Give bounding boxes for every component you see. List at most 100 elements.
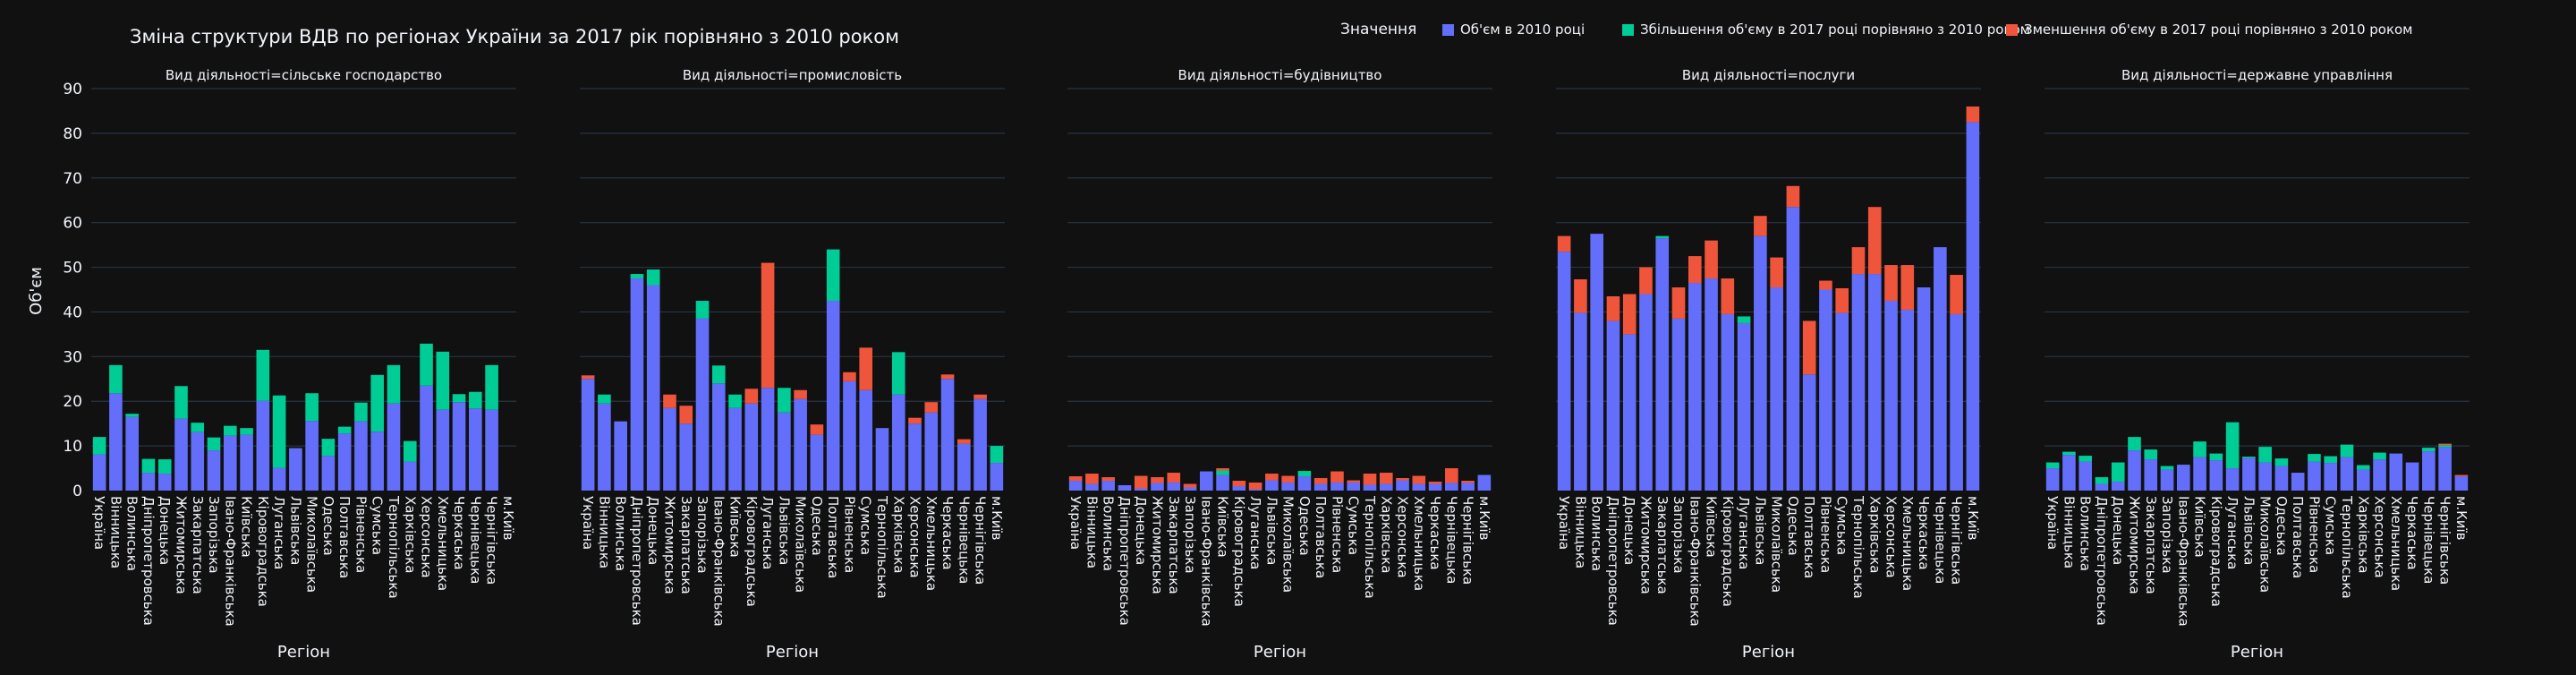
bar-base[interactable] — [1671, 318, 1686, 491]
bar-decrease[interactable] — [1639, 267, 1653, 295]
bar-increase[interactable] — [2193, 441, 2206, 457]
bar-base[interactable] — [305, 421, 319, 491]
legend-item[interactable]: Збільшення об'єму в 2017 році порівняно … — [1622, 21, 2030, 38]
bar-decrease[interactable] — [1819, 280, 1832, 290]
bar-decrease[interactable] — [1671, 287, 1686, 319]
bar-base[interactable] — [2422, 451, 2436, 491]
bar-base[interactable] — [2340, 457, 2354, 491]
bar-increase[interactable] — [2111, 462, 2125, 483]
bar-base[interactable] — [2176, 465, 2190, 491]
bar-base[interactable] — [1331, 483, 1344, 491]
bar-base[interactable] — [2405, 462, 2419, 491]
bar-base[interactable] — [990, 463, 1004, 491]
bar-increase[interactable] — [2225, 422, 2240, 469]
bar-decrease[interactable] — [1622, 294, 1637, 335]
bar-base[interactable] — [1461, 483, 1475, 491]
bar-increase[interactable] — [2128, 437, 2141, 451]
bar-increase[interactable] — [2274, 458, 2289, 466]
bar-base[interactable] — [1721, 313, 1735, 491]
bar-decrease[interactable] — [1557, 235, 1571, 252]
bar-decrease[interactable] — [1851, 247, 1866, 275]
bar-base[interactable] — [1884, 300, 1898, 491]
bar-base[interactable] — [1934, 247, 1947, 491]
bar-increase[interactable] — [2422, 448, 2436, 452]
bar-increase[interactable] — [92, 437, 106, 455]
bar-increase[interactable] — [2373, 452, 2386, 460]
bar-increase[interactable] — [321, 439, 336, 457]
bar-base[interactable] — [2062, 455, 2076, 491]
bar-decrease[interactable] — [1867, 207, 1882, 275]
bar-base[interactable] — [2308, 461, 2321, 491]
bar-increase[interactable] — [2340, 444, 2354, 457]
bar-decrease[interactable] — [843, 372, 856, 381]
bar-base[interactable] — [1265, 480, 1279, 491]
bar-base[interactable] — [614, 421, 627, 491]
bar-increase[interactable] — [2160, 466, 2174, 470]
bar-decrease[interactable] — [1802, 320, 1816, 375]
bar-decrease[interactable] — [581, 375, 595, 380]
bar-increase[interactable] — [469, 391, 482, 409]
bar-decrease[interactable] — [859, 347, 873, 390]
bar-decrease[interactable] — [1688, 256, 1702, 284]
bar-increase[interactable] — [337, 426, 352, 434]
bar-increase[interactable] — [420, 343, 433, 386]
bar-base[interactable] — [810, 434, 824, 491]
bar-decrease[interactable] — [1314, 478, 1328, 484]
bar-base[interactable] — [1167, 483, 1181, 491]
bar-decrease[interactable] — [1134, 475, 1148, 489]
bar-base[interactable] — [436, 409, 450, 491]
bar-base[interactable] — [2209, 460, 2223, 491]
bar-increase[interactable] — [174, 386, 188, 419]
bar-base[interactable] — [1216, 474, 1229, 491]
bar-increase[interactable] — [1216, 470, 1229, 475]
bar-base[interactable] — [256, 400, 270, 491]
bar-increase[interactable] — [891, 352, 905, 395]
bar-increase[interactable] — [403, 440, 417, 462]
bar-base[interactable] — [289, 448, 302, 491]
bar-decrease[interactable] — [1151, 477, 1164, 483]
bar-increase[interactable] — [452, 394, 466, 403]
bar-base[interactable] — [191, 431, 205, 491]
bar-base[interactable] — [1688, 283, 1702, 491]
bar-base[interactable] — [2160, 469, 2174, 491]
bar-decrease[interactable] — [1396, 478, 1409, 481]
bar-increase[interactable] — [990, 446, 1004, 464]
bar-base[interactable] — [581, 379, 595, 491]
bar-base[interactable] — [646, 285, 660, 491]
bar-decrease[interactable] — [1248, 483, 1262, 490]
bar-base[interactable] — [1705, 278, 1718, 491]
bar-increase[interactable] — [436, 351, 450, 410]
bar-base[interactable] — [387, 403, 401, 491]
bar-decrease[interactable] — [1281, 475, 1295, 483]
bar-base[interactable] — [1412, 483, 1426, 491]
bar-increase[interactable] — [387, 364, 401, 404]
legend-item[interactable]: Зменшення об'єму в 2017 році порівняно з… — [2006, 21, 2413, 38]
bar-base[interactable] — [1183, 487, 1197, 491]
bar-base[interactable] — [354, 421, 368, 491]
bar-increase[interactable] — [646, 269, 660, 286]
bar-increase[interactable] — [354, 402, 368, 422]
bar-base[interactable] — [1151, 483, 1164, 491]
bar-base[interactable] — [1966, 122, 1980, 491]
bar-decrease[interactable] — [1966, 106, 1980, 123]
bar-base[interactable] — [1802, 374, 1816, 491]
bar-decrease[interactable] — [810, 424, 824, 435]
bar-base[interactable] — [891, 394, 905, 491]
bar-base[interactable] — [452, 402, 466, 491]
bar-base[interactable] — [1379, 483, 1393, 491]
bar-base[interactable] — [2356, 469, 2370, 491]
bar-decrease[interactable] — [1770, 257, 1783, 288]
bar-increase[interactable] — [2324, 456, 2338, 464]
bar-increase[interactable] — [826, 249, 840, 301]
bar-decrease[interactable] — [1461, 481, 1475, 483]
bar-base[interactable] — [223, 435, 237, 491]
bar-decrease[interactable] — [2454, 474, 2469, 477]
bar-base[interactable] — [1445, 483, 1458, 491]
bar-decrease[interactable] — [1950, 275, 1963, 314]
bar-base[interactable] — [1297, 476, 1312, 491]
bar-base[interactable] — [1639, 294, 1653, 491]
bar-decrease[interactable] — [924, 402, 939, 413]
bar-increase[interactable] — [630, 274, 644, 279]
bar-base[interactable] — [403, 461, 417, 491]
bar-base[interactable] — [1134, 488, 1148, 491]
